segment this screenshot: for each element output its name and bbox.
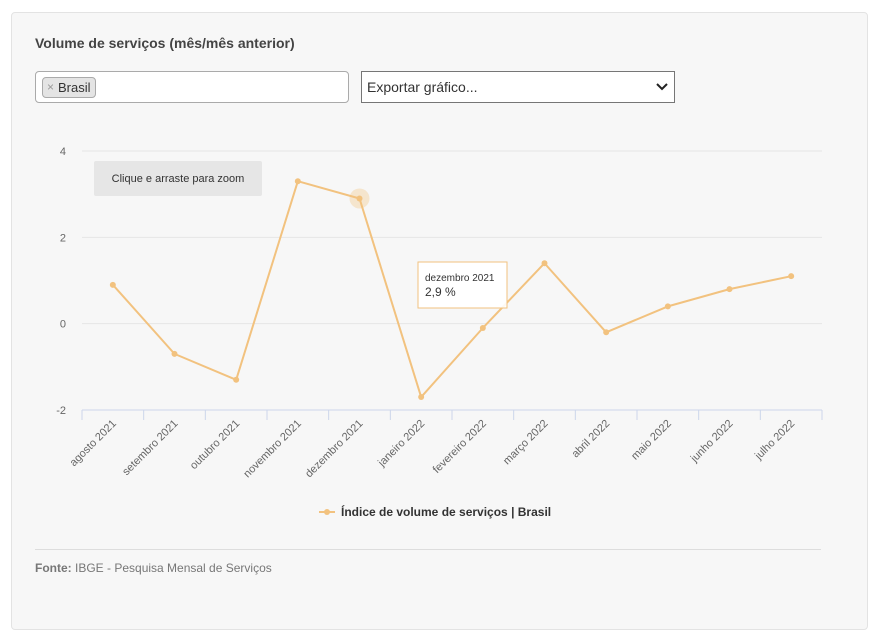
tooltip: dezembro 2021 2,9 % xyxy=(417,261,508,309)
source-label: Fonte: xyxy=(35,561,72,575)
data-point[interactable] xyxy=(479,324,486,331)
zoom-hint: Clique e arraste para zoom xyxy=(94,161,262,196)
tooltip-title: dezembro 2021 xyxy=(425,273,495,284)
export-select-label: Exportar gráfico... xyxy=(367,79,478,95)
legend-series-label: Índice de volume de serviços | Brasil xyxy=(341,504,551,519)
x-axis: agosto 2021 setembro 2021 outubro 2021 nove… xyxy=(68,409,823,481)
source-text: IBGE - Pesquisa Mensal de Serviços xyxy=(75,561,272,575)
x-tick-label: maio 2022 xyxy=(629,418,674,463)
x-tick-label: junho 2022 xyxy=(688,418,736,466)
source-note: Fonte: IBGE - Pesquisa Mensal de Serviço… xyxy=(35,561,272,575)
y-tick-label: 2 xyxy=(60,232,66,244)
y-axis: 4 2 0 -2 xyxy=(56,146,66,417)
footer-divider xyxy=(35,549,821,550)
chart-title: Volume de serviços (mês/mês anterior) xyxy=(35,35,295,51)
y-tick-label: 0 xyxy=(60,319,66,331)
chart-card xyxy=(11,12,868,630)
x-tick-label: julho 2022 xyxy=(752,418,797,463)
y-tick-label: -2 xyxy=(56,405,66,417)
series-line xyxy=(112,180,792,399)
data-point[interactable] xyxy=(788,273,795,280)
chevron-down-icon xyxy=(656,72,668,113)
data-point[interactable] xyxy=(418,394,425,401)
data-point[interactable] xyxy=(233,376,240,383)
data-point[interactable] xyxy=(726,286,733,293)
zoom-hint-text: Clique e arraste para zoom xyxy=(112,173,245,185)
data-point[interactable] xyxy=(664,303,671,310)
data-point[interactable] xyxy=(109,281,116,288)
x-tick-label: novembro 2021 xyxy=(241,418,304,481)
remove-tag-icon[interactable]: × xyxy=(47,80,55,94)
data-point[interactable] xyxy=(541,260,548,267)
series-layer xyxy=(109,178,795,401)
x-tick-label: abril 2022 xyxy=(570,418,613,461)
location-filter-input[interactable]: × Brasil xyxy=(35,71,349,103)
filter-tag-label: Brasil xyxy=(58,80,91,95)
filter-tag-brasil: × Brasil xyxy=(42,77,96,98)
data-point[interactable] xyxy=(603,329,610,336)
x-tick-label: outubro 2021 xyxy=(188,418,242,472)
data-point[interactable] xyxy=(294,178,301,185)
data-point[interactable] xyxy=(356,195,363,202)
grid-lines xyxy=(82,150,822,325)
x-tick-label: agosto 2021 xyxy=(68,418,119,469)
x-tick-label: março 2022 xyxy=(501,418,551,468)
tooltip-value: 2,9 % xyxy=(425,285,456,299)
x-tick-label: dezembro 2021 xyxy=(303,418,366,481)
export-chart-select[interactable]: Exportar gráfico... xyxy=(361,71,675,103)
y-tick-label: 4 xyxy=(60,146,66,158)
x-tick-label: setembro 2021 xyxy=(120,418,180,478)
x-tick-label: janeiro 2022 xyxy=(375,418,427,470)
data-point[interactable] xyxy=(171,350,178,357)
legend[interactable]: Índice de volume de serviços | Brasil xyxy=(319,504,551,519)
x-tick-label: fevereiro 2022 xyxy=(431,418,489,476)
